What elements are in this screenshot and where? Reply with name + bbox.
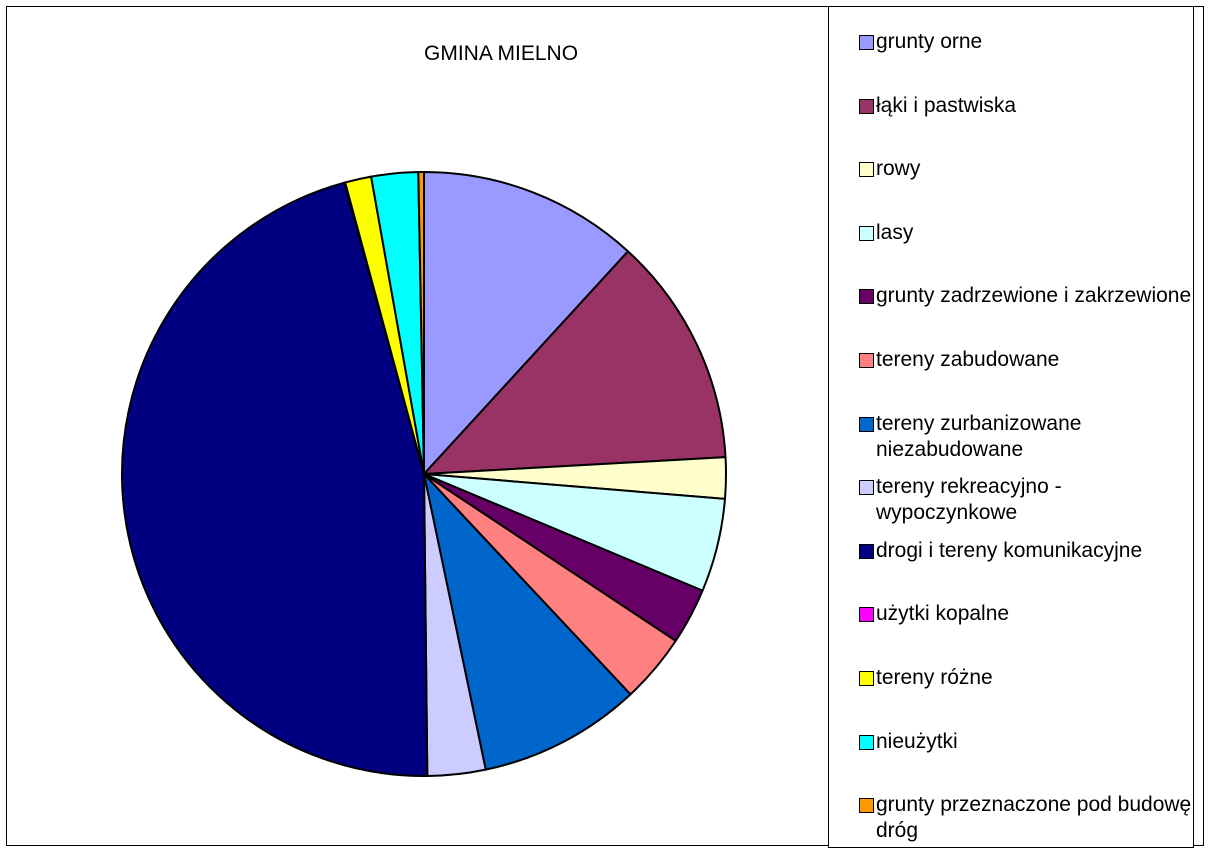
legend-label: łąki i pastwiska [876, 93, 1017, 117]
legend-item: grunty zadrzewione i zakrzewione [859, 283, 1196, 309]
legend-label: nieużytki [876, 729, 958, 753]
legend-swatch [859, 543, 874, 559]
legend-label: tereny rekreacyjno - wypoczynkowe [876, 475, 1062, 525]
legend-swatch [859, 416, 874, 432]
legend-item: łąki i pastwiska [859, 93, 1196, 119]
legend-label: rowy [876, 157, 921, 181]
legend-swatch [859, 671, 874, 686]
legend-label: lasy [876, 220, 914, 244]
legend-label: grunty zadrzewione i zakrzewione [876, 284, 1192, 308]
legend-swatch [859, 35, 874, 50]
pie-slice-1 [423, 250, 727, 475]
legend-swatch [859, 98, 874, 114]
legend-item: tereny rekreacyjno - wypoczynkowe [859, 474, 1196, 526]
legend-item: użytki kopalne [859, 601, 1196, 627]
chart-title: GMINA MIELNO [424, 42, 579, 65]
legend-swatch [859, 798, 874, 814]
legend-item: drogi i tereny komunikacyjne [859, 538, 1196, 564]
legend-swatch [859, 607, 874, 623]
legend-label: użytki kopalne [876, 602, 1010, 626]
legend: grunty orne łąki i pastwiska rowy lasy grunt… [828, 6, 1194, 848]
legend-item: lasy [859, 220, 1196, 246]
legend-swatch [859, 289, 874, 305]
legend-label: grunty orne [876, 30, 983, 53]
legend-item: rowy [859, 156, 1196, 182]
legend-label: tereny różne [876, 666, 993, 689]
legend-swatch [859, 353, 874, 368]
legend-item: tereny zurbanizowane niezabudowane [859, 411, 1196, 463]
legend-swatch [859, 162, 874, 178]
legend-item: tereny zabudowane [859, 347, 1196, 373]
pie-slice-8 [121, 181, 429, 777]
legend-label: tereny zabudowane [876, 348, 1060, 371]
legend-swatch [859, 480, 874, 496]
legend-item: grunty orne [859, 29, 1196, 55]
legend-item: grunty przeznaczone pod budowę dróg [859, 792, 1196, 844]
legend-item: tereny różne [859, 665, 1196, 691]
legend-label: drogi i tereny komunikacyjne [876, 538, 1143, 562]
legend-label: grunty przeznaczone pod budowę dróg [876, 793, 1192, 843]
pie-slice-12 [417, 171, 425, 475]
legend-swatch [859, 734, 874, 750]
legend-label: tereny zurbanizowane niezabudowane [876, 411, 1082, 461]
pie-slice-6 [423, 473, 632, 771]
pie-slice-0 [423, 171, 630, 475]
legend-item: nieużytki [859, 729, 1196, 755]
legend-swatch [859, 225, 874, 241]
